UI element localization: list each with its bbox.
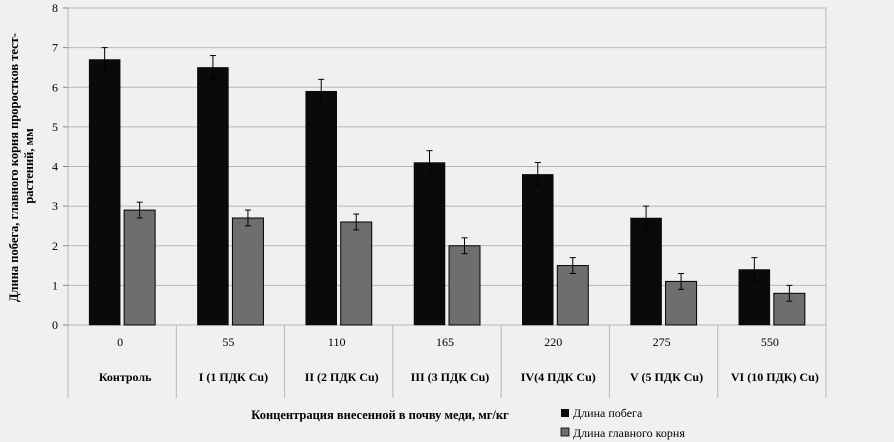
x-value-label: 55 [222,335,234,349]
category-dividers [67,325,827,398]
bar-root [123,209,156,326]
legend: Длина побега Длина главного корня [560,406,685,440]
legend-label-shoot: Длина побега [573,406,643,420]
bar-shoot [197,67,229,326]
category-labels: Контроль I (1 ПДК Cu) II (2 ПДК Cu) III (3 … [99,370,819,384]
x-value-label: 550 [761,335,779,349]
y-tick-label: 7 [52,41,58,55]
y-axis-title: Длина побега, главного корня проростков … [7,30,36,302]
x-value-label: 110 [328,335,346,349]
y-tick-label: 3 [52,199,58,213]
category-label: III (3 ПДК Cu) [411,370,490,384]
category-label: Контроль [99,370,152,384]
y-tick-label: 8 [52,1,58,15]
y-tick-label: 6 [52,80,58,94]
x-axis-title: Концентрация внесенной в почву меди, мг/… [251,408,509,422]
error-bars [101,47,793,302]
y-tick-label: 1 [52,278,58,292]
x-value-label: 275 [653,335,671,349]
bar-shoot [305,90,337,326]
category-label: II (2 ПДК Cu) [305,370,379,384]
legend-swatch-shoot [561,409,569,417]
y-tick-labels: 0 1 2 3 4 5 6 7 8 [52,1,58,332]
legend-label-root: Длина главного корня [573,426,685,440]
category-label: IV(4 ПДК Cu) [521,370,596,384]
bar-root [340,221,373,326]
y-tick-label: 2 [52,239,58,253]
x-value-label: 220 [544,335,562,349]
category-label: V (5 ПДК Cu) [630,370,703,384]
y-tick-label: 4 [52,160,58,174]
category-label: I (1 ПДК Cu) [199,370,268,384]
bar-root [231,217,264,326]
gridlines [63,7,826,326]
bar-shoot [522,174,554,326]
x-value-label: 0 [117,335,123,349]
y-tick-label: 0 [52,318,58,332]
x-value-labels: 0 55 110 165 220 275 550 [117,335,779,349]
bar-shoot [88,59,121,326]
category-label: VI (10 ПДК) Cu) [731,370,819,384]
legend-swatch-root [560,427,570,437]
bar-root [556,265,589,326]
y-axis-title-line-1: Длина побега, главного корня проростков … [7,33,21,302]
y-tick-label: 5 [52,120,58,134]
bar-root [448,245,481,326]
x-value-label: 165 [436,335,454,349]
bar-shoot [630,217,662,326]
bar-shoot [413,162,446,326]
y-axis-title-line-2: растений, мм [22,128,36,204]
